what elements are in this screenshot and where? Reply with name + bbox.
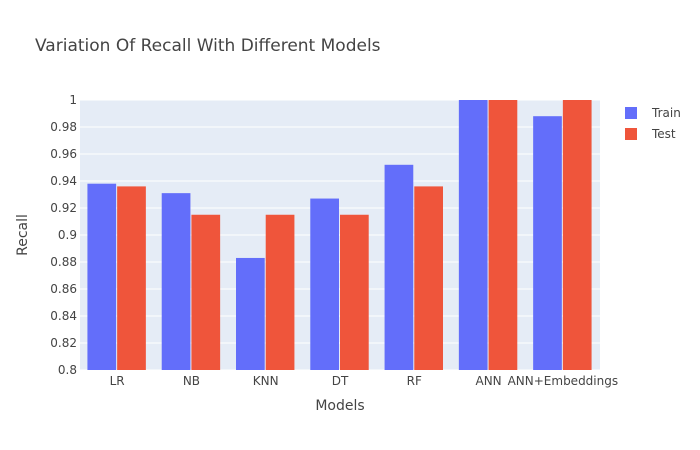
y-tick-label: 0.94: [50, 174, 77, 188]
y-tick-label: 0.88: [50, 255, 77, 269]
y-tick-label: 1: [69, 93, 77, 107]
bar-test-lr[interactable]: [117, 186, 146, 370]
x-tick-label: RF: [407, 374, 422, 388]
legend-swatch: [625, 128, 637, 140]
y-tick-label: 0.84: [50, 309, 77, 323]
y-tick-label: 0.82: [50, 336, 77, 350]
bar-train-ann-embeddings[interactable]: [533, 116, 562, 370]
y-axis-ticks: 0.8 0.82 0.84 0.86 0.88 0.9 0.92 0.94 0.96 0.98 1: [50, 93, 77, 377]
x-tick-label: KNN: [253, 374, 279, 388]
bar-test-rf[interactable]: [414, 186, 443, 370]
chart-title: Variation Of Recall With Different Model…: [35, 36, 381, 56]
bar-test-knn[interactable]: [265, 214, 295, 370]
x-tick-label: LR: [110, 374, 125, 388]
bar-train-dt[interactable]: [310, 198, 339, 370]
y-tick-label: 0.92: [50, 201, 77, 215]
bar-test-ann-embeddings[interactable]: [562, 100, 592, 370]
legend[interactable]: Train Test: [625, 106, 681, 141]
bar-train-lr[interactable]: [87, 183, 117, 370]
bar-train-nb[interactable]: [161, 193, 191, 370]
legend-item-test[interactable]: Test: [625, 127, 676, 141]
legend-item-train[interactable]: Train: [625, 106, 681, 120]
x-tick-label: ANN: [475, 374, 501, 388]
bar-train-knn[interactable]: [236, 257, 265, 370]
bar-train-ann[interactable]: [458, 100, 488, 370]
x-tick-label: NB: [183, 374, 200, 388]
y-tick-label: 0.86: [50, 282, 77, 296]
bars: [87, 100, 592, 370]
x-tick-label: DT: [332, 374, 349, 388]
x-axis-title: Models: [315, 398, 364, 414]
x-tick-label: ANN+Embeddings: [508, 374, 619, 388]
y-axis-title: Recall: [15, 214, 31, 256]
legend-swatch: [625, 107, 637, 119]
bar-train-rf[interactable]: [384, 164, 414, 370]
bar-test-nb[interactable]: [191, 214, 221, 370]
bar-test-ann[interactable]: [488, 100, 518, 370]
y-tick-label: 0.9: [58, 228, 77, 242]
y-tick-label: 0.98: [50, 120, 77, 134]
bar-test-dt[interactable]: [340, 214, 369, 370]
y-tick-label: 0.8: [58, 363, 77, 377]
legend-label: Test: [651, 127, 676, 141]
x-axis-ticks: LR NB KNN DT RF ANN ANN+Embeddings: [110, 374, 618, 388]
y-tick-label: 0.96: [50, 147, 77, 161]
legend-label: Train: [651, 106, 681, 120]
